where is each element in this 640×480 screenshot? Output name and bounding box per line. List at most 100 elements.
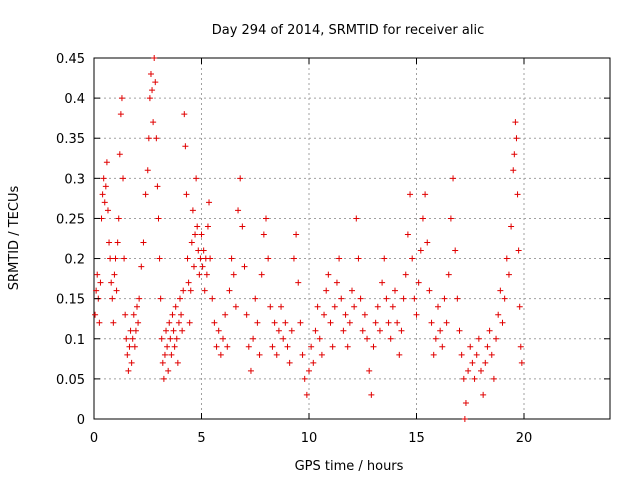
data-point [381,255,388,262]
data-point [497,287,504,294]
data-point [118,95,125,102]
data-point [172,303,179,310]
data-point [186,319,193,326]
data-point [454,295,461,302]
data-point [209,295,216,302]
data-point [226,287,233,294]
y-tick-label: 0.3 [64,172,85,187]
data-point [318,351,325,358]
data-point [460,375,467,382]
data-point [183,191,190,198]
data-point [161,351,168,358]
data-point [108,279,115,286]
data-point [346,319,353,326]
data-point [338,295,345,302]
data-point [116,151,123,158]
data-point [271,319,278,326]
data-point [94,271,101,278]
x-axis-ticks: 0 5 10 15 20 [90,58,532,446]
data-point [471,375,478,382]
data-point [441,295,448,302]
data-point [488,351,495,358]
y-tick-label: 0.1 [64,333,85,348]
data-point [103,159,110,166]
data-point [134,303,140,310]
data-point [288,327,295,334]
y-tick-label: 0.05 [56,373,85,388]
data-point [194,223,201,230]
data-point [450,175,457,182]
data-point [314,303,321,310]
plot-frame [93,57,611,420]
data-point [165,367,172,374]
data-point [140,239,147,246]
data-point [138,263,145,270]
data-point [151,55,158,61]
data-point [135,319,142,326]
data-point [203,271,210,278]
data-point [293,231,300,238]
data-point [132,327,139,334]
data-point [152,79,159,86]
data-point [131,343,138,350]
data-point [306,367,312,374]
data-point [124,351,131,358]
data-point [357,295,364,302]
data-point [265,255,272,262]
data-point [129,335,136,342]
data-point [400,295,407,302]
data-point [329,343,336,350]
data-point [359,327,366,334]
data-point [237,175,244,182]
data-point [125,367,132,374]
data-point [282,319,289,326]
data-point [163,327,170,334]
data-point [303,391,310,398]
data-point [169,311,176,318]
data-point [499,319,506,326]
data-point [327,319,334,326]
data-point [417,247,424,254]
data-point [344,343,351,350]
data-point [385,319,392,326]
x-axis-label: GPS time / hours [295,459,404,474]
data-point [99,191,106,198]
data-point [147,71,154,78]
data-point [110,319,117,326]
data-point [207,255,214,262]
data-point [518,359,525,366]
data-point [473,351,480,358]
data-point [351,303,358,310]
data-point [182,143,189,150]
data-point [413,311,420,318]
data-point [462,399,469,406]
data-point [144,167,151,174]
data-point [267,303,274,310]
data-point [157,295,164,302]
data-point [316,335,323,342]
data-point [166,319,173,326]
data-point [93,287,100,294]
data-point [374,303,381,310]
data-point [160,375,167,382]
data-point [490,375,497,382]
data-point [398,327,405,334]
data-point [159,359,166,366]
data-point [342,311,349,318]
data-point [396,351,403,358]
data-point [415,279,422,286]
data-point [197,255,204,262]
data-point [458,351,465,358]
data-point [196,271,203,278]
data-point [387,335,394,342]
data-point [308,343,315,350]
data-point [188,239,195,246]
x-tick-label: 5 [197,431,205,446]
data-point [130,311,137,318]
data-point [104,207,111,214]
data-point [278,303,285,310]
data-point [254,319,261,326]
data-point [187,287,194,294]
data-point [153,135,160,142]
y-tick-label: 0.15 [56,293,85,308]
